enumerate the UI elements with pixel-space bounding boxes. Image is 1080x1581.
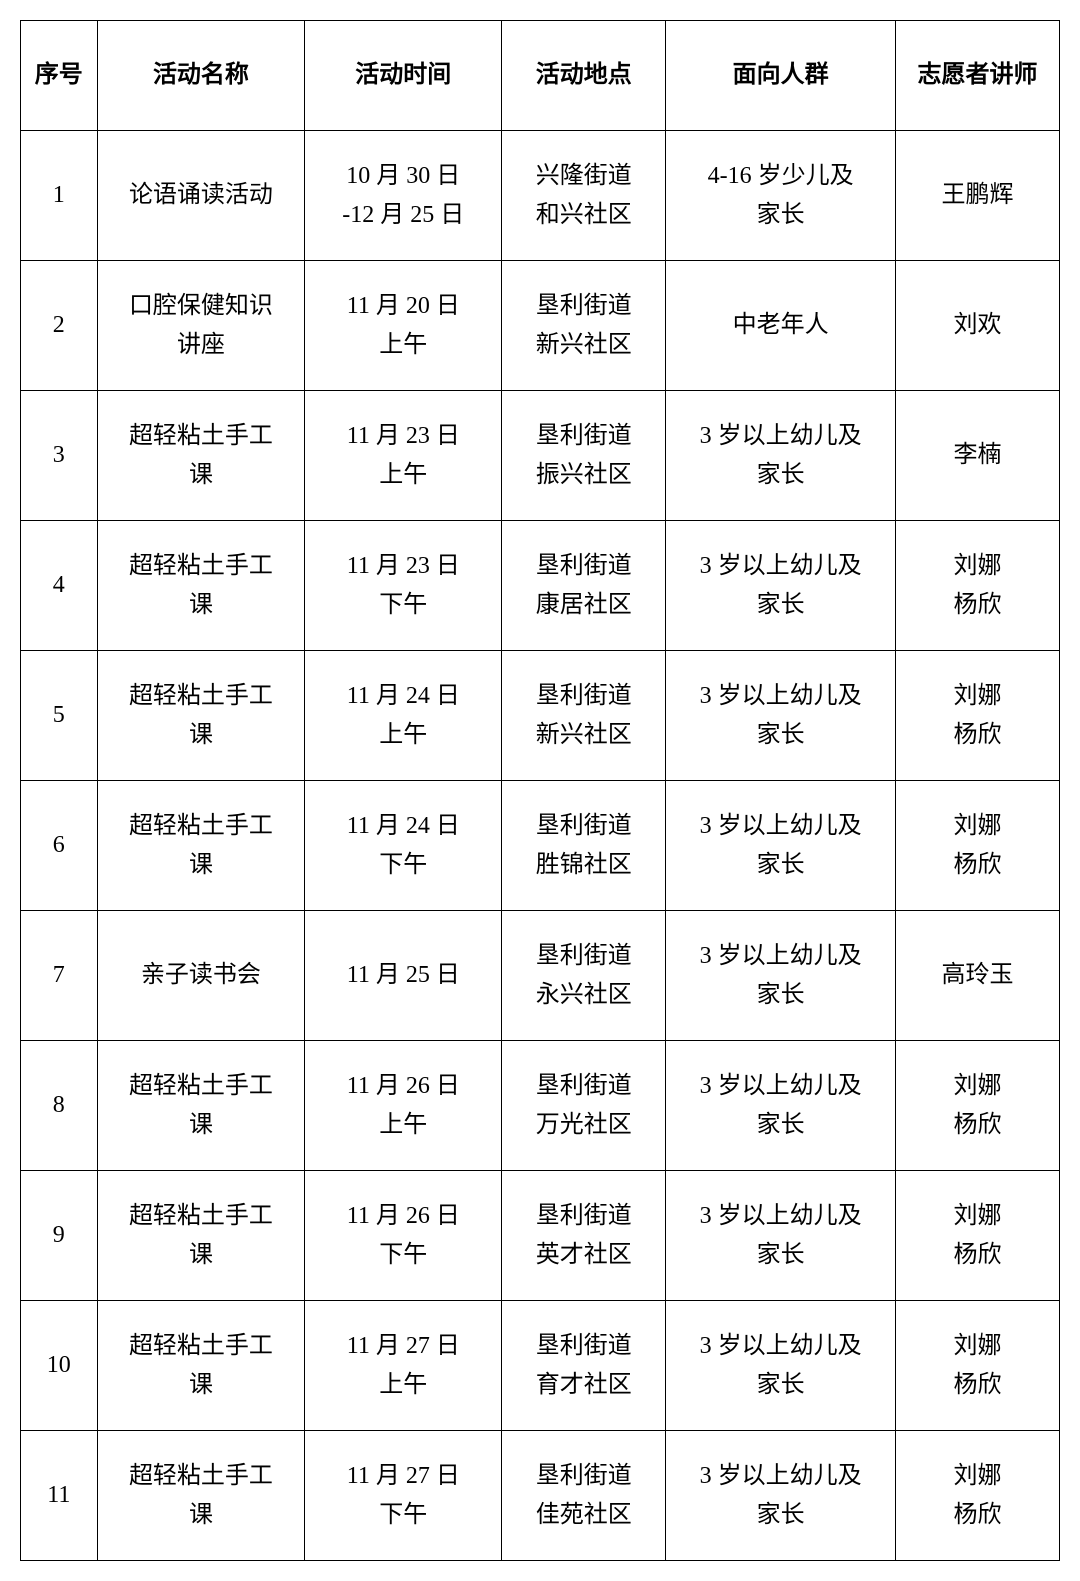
cell-instructor: 刘欢 [895,261,1059,391]
cell-audience: 3 岁以上幼儿及家长 [666,1301,896,1431]
cell-num: 7 [21,911,98,1041]
cell-location: 垦利街道万光社区 [502,1041,666,1171]
cell-name: 口腔保健知识讲座 [97,261,305,391]
header-name: 活动名称 [97,21,305,131]
cell-time: 11 月 23 日下午 [305,521,502,651]
cell-instructor: 刘娜杨欣 [895,1171,1059,1301]
cell-time: 11 月 27 日上午 [305,1301,502,1431]
header-num: 序号 [21,21,98,131]
cell-location: 兴隆街道和兴社区 [502,131,666,261]
cell-name: 超轻粘土手工课 [97,1041,305,1171]
cell-name: 超轻粘土手工课 [97,651,305,781]
table-row: 3超轻粘土手工课11 月 23 日上午垦利街道振兴社区3 岁以上幼儿及家长李楠 [21,391,1060,521]
cell-location: 垦利街道康居社区 [502,521,666,651]
cell-time: 10 月 30 日-12 月 25 日 [305,131,502,261]
cell-time: 11 月 24 日下午 [305,781,502,911]
cell-time: 11 月 26 日下午 [305,1171,502,1301]
cell-num: 11 [21,1431,98,1561]
header-audience: 面向人群 [666,21,896,131]
cell-audience: 3 岁以上幼儿及家长 [666,911,896,1041]
cell-num: 4 [21,521,98,651]
cell-time: 11 月 24 日上午 [305,651,502,781]
cell-num: 9 [21,1171,98,1301]
cell-audience: 3 岁以上幼儿及家长 [666,781,896,911]
table-row: 10超轻粘土手工课11 月 27 日上午垦利街道育才社区3 岁以上幼儿及家长刘娜… [21,1301,1060,1431]
cell-num: 3 [21,391,98,521]
table-header-row: 序号 活动名称 活动时间 活动地点 面向人群 志愿者讲师 [21,21,1060,131]
table-row: 4超轻粘土手工课11 月 23 日下午垦利街道康居社区3 岁以上幼儿及家长刘娜杨… [21,521,1060,651]
table-row: 6超轻粘土手工课11 月 24 日下午垦利街道胜锦社区3 岁以上幼儿及家长刘娜杨… [21,781,1060,911]
cell-instructor: 刘娜杨欣 [895,651,1059,781]
cell-num: 8 [21,1041,98,1171]
table-row: 1论语诵读活动10 月 30 日-12 月 25 日兴隆街道和兴社区4-16 岁… [21,131,1060,261]
cell-num: 5 [21,651,98,781]
cell-num: 2 [21,261,98,391]
cell-audience: 3 岁以上幼儿及家长 [666,521,896,651]
cell-time: 11 月 27 日下午 [305,1431,502,1561]
cell-time: 11 月 25 日 [305,911,502,1041]
table-row: 2口腔保健知识讲座11 月 20 日上午垦利街道新兴社区中老年人刘欢 [21,261,1060,391]
cell-audience: 4-16 岁少儿及家长 [666,131,896,261]
table-body: 1论语诵读活动10 月 30 日-12 月 25 日兴隆街道和兴社区4-16 岁… [21,131,1060,1561]
cell-name: 超轻粘土手工课 [97,1431,305,1561]
cell-instructor: 刘娜杨欣 [895,1041,1059,1171]
cell-location: 垦利街道振兴社区 [502,391,666,521]
cell-name: 超轻粘土手工课 [97,521,305,651]
cell-audience: 3 岁以上幼儿及家长 [666,651,896,781]
cell-time: 11 月 26 日上午 [305,1041,502,1171]
cell-location: 垦利街道永兴社区 [502,911,666,1041]
table-row: 11超轻粘土手工课11 月 27 日下午垦利街道佳苑社区3 岁以上幼儿及家长刘娜… [21,1431,1060,1561]
table-row: 9超轻粘土手工课11 月 26 日下午垦利街道英才社区3 岁以上幼儿及家长刘娜杨… [21,1171,1060,1301]
cell-audience: 中老年人 [666,261,896,391]
cell-name: 超轻粘土手工课 [97,391,305,521]
header-location: 活动地点 [502,21,666,131]
cell-location: 垦利街道育才社区 [502,1301,666,1431]
cell-name: 论语诵读活动 [97,131,305,261]
header-instructor: 志愿者讲师 [895,21,1059,131]
cell-instructor: 李楠 [895,391,1059,521]
table-row: 5超轻粘土手工课11 月 24 日上午垦利街道新兴社区3 岁以上幼儿及家长刘娜杨… [21,651,1060,781]
cell-name: 超轻粘土手工课 [97,1171,305,1301]
cell-name: 超轻粘土手工课 [97,781,305,911]
cell-location: 垦利街道新兴社区 [502,651,666,781]
table-row: 8超轻粘土手工课11 月 26 日上午垦利街道万光社区3 岁以上幼儿及家长刘娜杨… [21,1041,1060,1171]
cell-instructor: 刘娜杨欣 [895,781,1059,911]
cell-audience: 3 岁以上幼儿及家长 [666,1041,896,1171]
cell-instructor: 高玲玉 [895,911,1059,1041]
cell-name: 超轻粘土手工课 [97,1301,305,1431]
cell-time: 11 月 23 日上午 [305,391,502,521]
table-row: 7亲子读书会11 月 25 日垦利街道永兴社区3 岁以上幼儿及家长高玲玉 [21,911,1060,1041]
cell-instructor: 刘娜杨欣 [895,1431,1059,1561]
cell-instructor: 刘娜杨欣 [895,1301,1059,1431]
cell-num: 6 [21,781,98,911]
cell-audience: 3 岁以上幼儿及家长 [666,1171,896,1301]
cell-num: 10 [21,1301,98,1431]
header-time: 活动时间 [305,21,502,131]
cell-audience: 3 岁以上幼儿及家长 [666,391,896,521]
cell-name: 亲子读书会 [97,911,305,1041]
cell-time: 11 月 20 日上午 [305,261,502,391]
cell-location: 垦利街道佳苑社区 [502,1431,666,1561]
cell-location: 垦利街道胜锦社区 [502,781,666,911]
cell-num: 1 [21,131,98,261]
cell-audience: 3 岁以上幼儿及家长 [666,1431,896,1561]
cell-instructor: 刘娜杨欣 [895,521,1059,651]
cell-location: 垦利街道新兴社区 [502,261,666,391]
activities-table: 序号 活动名称 活动时间 活动地点 面向人群 志愿者讲师 1论语诵读活动10 月… [20,20,1060,1561]
cell-instructor: 王鹏辉 [895,131,1059,261]
cell-location: 垦利街道英才社区 [502,1171,666,1301]
